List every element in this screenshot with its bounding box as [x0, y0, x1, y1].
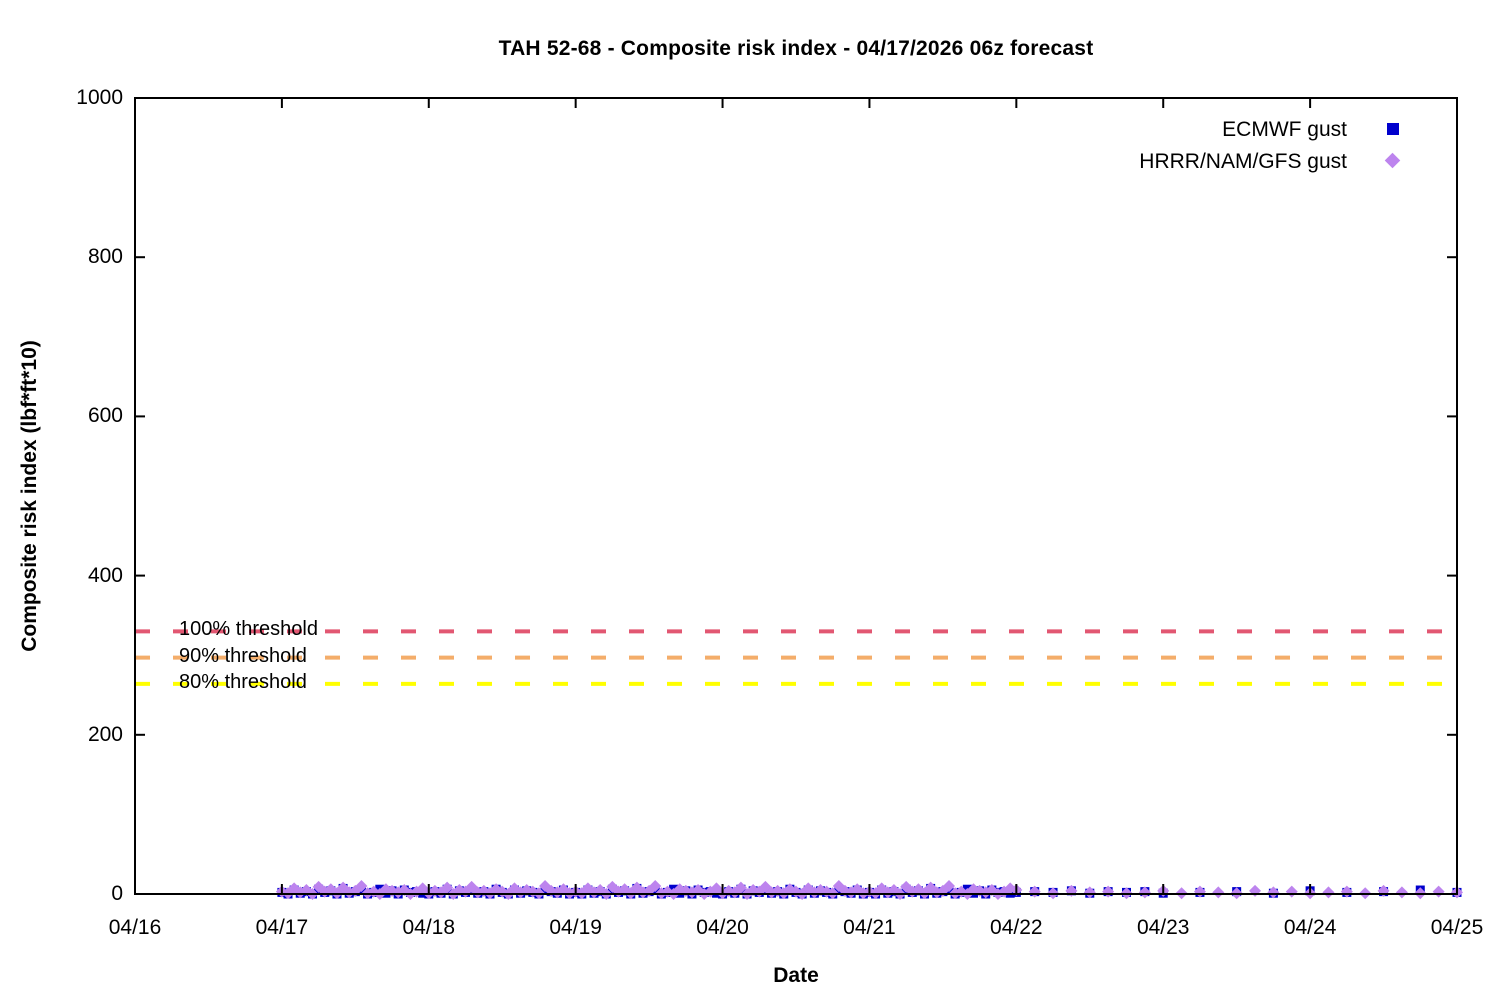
y-tick-label: 600: [87, 404, 123, 428]
x-tick-label: 04/17: [255, 916, 309, 939]
x-tick-label: 04/20: [696, 916, 749, 939]
x-tick-label: 04/23: [1136, 916, 1190, 939]
x-tick-label: 04/21: [843, 916, 896, 939]
threshold-label-100: 100% threshold: [179, 618, 318, 641]
x-tick-label: 04/18: [402, 916, 456, 939]
y-tick-label: 0: [111, 882, 123, 905]
square-marker-icon: [1387, 123, 1399, 135]
threshold-lines: [135, 629, 1457, 686]
legend-label-ecmwf-gust: ECMWF gust: [1222, 118, 1347, 141]
y-tick-label: 800: [87, 245, 123, 269]
x-tick-label: 04/24: [1283, 916, 1337, 939]
threshold-label-90: 90% threshold: [179, 644, 307, 667]
y-tick-label: 1000: [76, 86, 123, 109]
threshold-label-80: 80% threshold: [179, 670, 307, 693]
x-axis-label: Date: [773, 964, 819, 987]
plot-frame: [134, 97, 1458, 895]
y-tick-label: 200: [87, 722, 123, 746]
y-axis-label: Composite risk index (lbf*ft*10): [18, 340, 41, 652]
x-tick-label: 04/25: [1430, 916, 1484, 939]
chart-title: TAH 52-68 - Composite risk index - 04/17…: [498, 37, 1094, 60]
x-tick-label: 04/16: [108, 916, 162, 939]
y-tick-label: 400: [87, 563, 123, 587]
x-tick-label: 04/19: [549, 916, 602, 939]
legend-label-hrrr-nam-gfs-gust: HRRR/NAM/GFS gust: [1139, 150, 1347, 173]
x-tick-label: 04/22: [990, 916, 1043, 939]
